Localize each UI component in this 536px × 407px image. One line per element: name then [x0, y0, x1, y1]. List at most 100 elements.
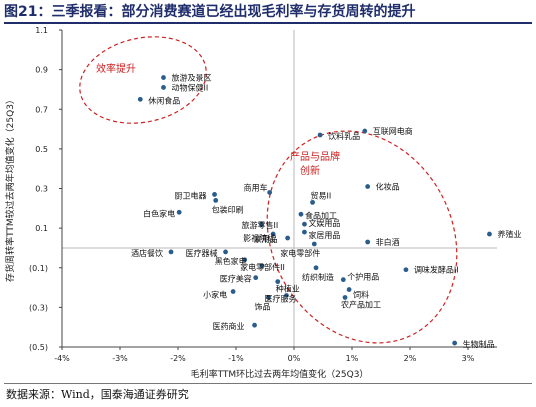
- point-label: 黑色家电: [215, 256, 247, 266]
- point-label: 饰品: [254, 301, 270, 311]
- data-point: [223, 249, 228, 255]
- axes: (0.5) (0.3) (0.1) 0.1 0.3 0.5 0.7 0.9 1.1 -4% -3% -…: [4, 26, 497, 380]
- point-label: 医疗器械: [186, 248, 218, 258]
- point-label: 包装印刷: [212, 204, 244, 214]
- x-tick-label: 1%: [346, 354, 359, 363]
- data-point: [452, 340, 458, 346]
- x-tick-label: -4%: [54, 354, 70, 363]
- data-point: [346, 287, 352, 292]
- x-tick-label: 0%: [288, 354, 301, 363]
- title-rule: [4, 22, 532, 24]
- annotation-efficiency: 效率提升: [96, 62, 136, 75]
- point-label: 互联网电商: [373, 126, 413, 136]
- data-point: [259, 221, 264, 227]
- point-label: 酒店餐饮: [131, 248, 163, 258]
- data-point: [298, 211, 304, 217]
- data-point: [302, 221, 307, 227]
- data-point: [168, 249, 174, 255]
- point-label: 个护用品: [347, 272, 379, 282]
- x-tick-label: -1%: [228, 354, 244, 363]
- data-point: [270, 231, 276, 237]
- data-point: [161, 85, 166, 90]
- data-point: [137, 96, 143, 102]
- annotation-innovation-line1: 产品与品牌: [290, 150, 340, 163]
- data-point: [242, 257, 248, 263]
- data-point: [362, 128, 368, 134]
- data-point: [284, 293, 289, 298]
- data-point: [340, 277, 346, 283]
- y-tick-label: (0.5): [29, 343, 48, 352]
- y-tick-label: 0.1: [35, 224, 48, 233]
- point-label: 家用品: [254, 234, 278, 244]
- data-point: [161, 75, 166, 80]
- y-tick-label: 0.9: [35, 66, 48, 75]
- scatter-chart: (0.5) (0.3) (0.1) 0.1 0.3 0.5 0.7 0.9 1.1 -4% -3% -…: [4, 26, 521, 380]
- figure-title: 图21：三季报看：部分消费赛道已经出现毛利率与存货周转的提升: [4, 4, 416, 20]
- point-label: 调味发酵品II: [414, 265, 459, 275]
- point-label: 厨卫电器: [175, 190, 207, 200]
- point-label: 动物保健II: [172, 82, 209, 92]
- innovation-ellipse: [266, 130, 458, 344]
- point-label: 文娱用品: [308, 218, 340, 228]
- point-label: 种植业: [276, 284, 300, 294]
- data-point: [365, 239, 371, 245]
- data-point: [259, 263, 265, 269]
- point-label: 商用车: [244, 182, 268, 192]
- point-label: 饮料乳品: [328, 131, 360, 141]
- point-label: 休闲食品: [148, 95, 180, 105]
- annotation-innovation-line2: 创新: [300, 164, 320, 177]
- data-point: [310, 199, 315, 205]
- x-tick-label: 3%: [462, 354, 475, 363]
- point-label: 农产品加工: [341, 299, 381, 309]
- point-label: 医药商业: [213, 321, 245, 331]
- y-tick-label: (0.3): [29, 303, 48, 312]
- data-point: [230, 289, 236, 294]
- efficiency-ellipse: [79, 36, 207, 124]
- point-label: 化妆品: [376, 182, 400, 192]
- point-label: 旅游零售II: [242, 220, 279, 230]
- point-label: 纺织制造: [302, 272, 334, 282]
- x-tick-label: -3%: [112, 354, 128, 363]
- data-point: [302, 229, 307, 235]
- data-point: [487, 231, 492, 237]
- point-label: 食品加工: [305, 210, 337, 220]
- y-tick-label: 0.3: [35, 185, 48, 194]
- data-point: [267, 190, 273, 195]
- point-label: 影视院线: [243, 233, 275, 243]
- point-label: 医疗服务: [264, 293, 296, 303]
- data-point: [342, 295, 348, 300]
- highlight-ellipses: [79, 36, 458, 344]
- data-point: [252, 322, 257, 328]
- point-label: 贸易II: [311, 190, 332, 200]
- data-point: [253, 275, 259, 281]
- point-label: 非白酒: [376, 237, 400, 247]
- y-tick-label: 1.1: [35, 26, 48, 35]
- data-point: [365, 184, 371, 189]
- data-point: [313, 265, 319, 271]
- y-tick-label: 0.5: [35, 145, 48, 154]
- point-label: 生物制品: [463, 339, 495, 349]
- x-tick-label: 2%: [404, 354, 417, 363]
- y-tick-label: 0.7: [35, 105, 48, 114]
- data-point: [311, 241, 317, 247]
- bottom-rule: [4, 383, 532, 384]
- point-label: 家居用品: [308, 230, 340, 240]
- x-axis-title: 毛利率TTM环比过去两年均值变化（25Q3）: [191, 368, 369, 380]
- data-point: [266, 295, 271, 300]
- data-point: [176, 209, 182, 215]
- x-tick-label: -2%: [170, 354, 186, 363]
- point-label: 旅游及景区: [172, 73, 212, 83]
- data-point: [285, 235, 291, 241]
- point-label: 家电零部件II: [240, 262, 285, 272]
- data-point: [403, 267, 409, 273]
- point-label: 白色家电: [143, 208, 175, 218]
- data-point: [275, 279, 281, 285]
- point-label: 饲料: [353, 290, 369, 300]
- source-note: 数据来源：Wind，国泰海通证券研究: [6, 388, 189, 401]
- y-axis-title: 存货周转率TTM较过去两年均值变化（25Q3）: [4, 95, 16, 282]
- point-label: 医疗美容: [220, 274, 252, 284]
- data-point: [213, 197, 219, 203]
- data-point: [317, 132, 323, 138]
